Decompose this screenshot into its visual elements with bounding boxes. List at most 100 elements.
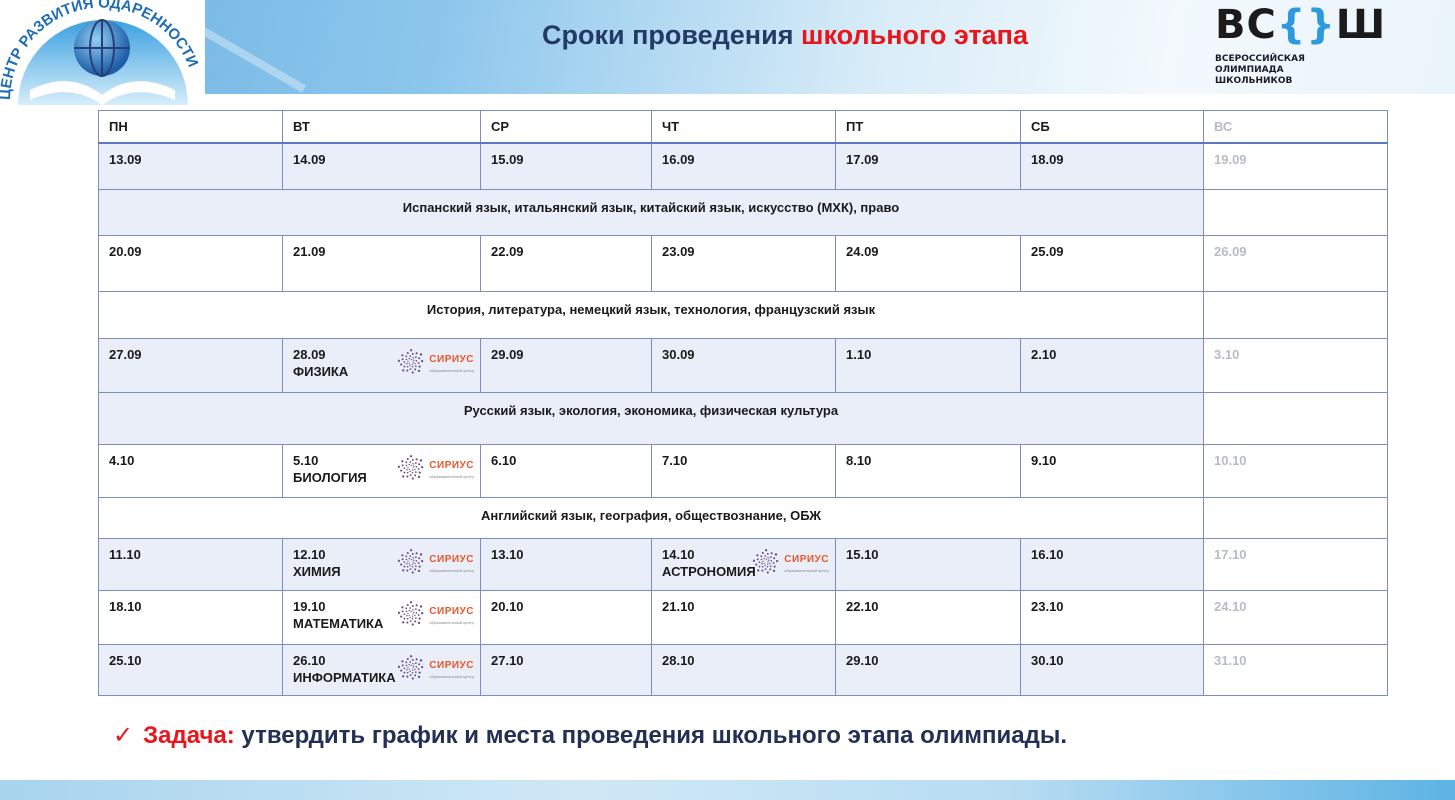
date: 24.09 [846, 243, 879, 259]
talent-center-logo: ЦЕНТР РАЗВИТИЯ ОДАРЕННОСТИ [0, 0, 205, 110]
date: 2.10 [1031, 346, 1057, 362]
date: 27.10 [491, 652, 524, 668]
date: 14.09 [293, 152, 326, 167]
sirius-sub: образовательный центр [429, 620, 474, 625]
date: 17.10 [1214, 546, 1247, 562]
date-cell: 22.09 [480, 234, 652, 292]
date-cell: 20.10 [480, 589, 652, 645]
sirius-label: СИРИУС [429, 354, 474, 365]
date-cell: 12.10 ХИМИЯ СИРИУС образовательный центр [282, 537, 481, 591]
date-cell: 26.10 ИНФОРМАТИКА СИРИУС образовательный це… [282, 643, 481, 696]
date: 28.10 [662, 652, 695, 668]
vsosh-logo-mark: ВС{}Ш [1215, 2, 1387, 48]
week-row: 27.09 28.09 ФИЗИКА СИРИУС образовательный це… [98, 337, 1388, 393]
sunday-cell: 17.10 [1203, 537, 1388, 591]
task-text: утвердить график и места проведения школ… [241, 722, 1067, 749]
day-header-row: ПН ВТ СР ЧТ ПТ СБ ВС [98, 110, 1388, 144]
sirius-logo: СИРИУС образовательный центр [398, 548, 474, 575]
date-cell: 15.09 [480, 142, 652, 190]
date-cell: 18.09 [1020, 142, 1204, 190]
date: 27.09 [109, 346, 142, 362]
sunday-cell: 31.10 [1203, 643, 1388, 696]
sirius-sub: образовательный центр [784, 568, 829, 573]
date-cell: 5.10 БИОЛОГИЯ СИРИУС образовательный центр [282, 443, 481, 498]
date-cell: 16.10 [1020, 537, 1204, 591]
date-cell: 23.09 [651, 234, 836, 292]
week-row: 18.10 19.10 МАТЕМАТИКА СИРИУС образовательны… [98, 589, 1388, 645]
sunday-cell [1203, 290, 1388, 339]
sunday-cell: 19.09 [1203, 142, 1388, 190]
date-cell: 11.10 [98, 537, 283, 591]
date: 12.10 [293, 546, 326, 562]
sirius-sub: образовательный центр [429, 674, 474, 679]
date-cell: 25.10 [98, 643, 283, 696]
date: 25.10 [109, 652, 142, 668]
date: 11.10 [109, 546, 141, 562]
sirius-label: СИРИУС [429, 660, 474, 671]
sirius-dots-icon [398, 654, 424, 680]
date-cell: 13.09 [98, 142, 283, 190]
day-header: ЧТ [651, 110, 836, 144]
date: 4.10 [109, 452, 135, 468]
sirius-dots-icon [398, 348, 424, 374]
date: 16.09 [662, 152, 695, 167]
subject-name: МАТЕМАТИКА [293, 615, 384, 631]
sunday-cell: 3.10 [1203, 337, 1388, 393]
sirius-label: СИРИУС [429, 606, 474, 617]
sunday-cell: 10.10 [1203, 443, 1388, 498]
day-header: СБ [1020, 110, 1204, 144]
date: 20.09 [109, 243, 142, 259]
sirius-sub: образовательный центр [429, 568, 474, 573]
subjects-row: Испанский язык, итальянский язык, китайс… [98, 188, 1388, 236]
schedule-table: ПН ВТ СР ЧТ ПТ СБ ВС 13.09 14.09 15.09 16.09 17.09 1… [98, 110, 1388, 696]
sirius-label: СИРИУС [429, 554, 474, 565]
subjects-row: Английский язык, география, обществознан… [98, 496, 1388, 539]
subjects-row: История, литература, немецкий язык, техн… [98, 290, 1388, 339]
sunday-cell: 24.10 [1203, 589, 1388, 645]
date: 7.10 [662, 452, 688, 468]
title-part1: Сроки проведения [541, 20, 794, 50]
header-banner [0, 0, 1455, 94]
sirius-dots-icon [753, 548, 779, 574]
day-header: ВС [1203, 110, 1388, 144]
sunday-cell [1203, 188, 1388, 236]
sirius-sub: образовательный центр [429, 368, 474, 373]
date-cell: 29.09 [480, 337, 652, 393]
subjects-cell: Русский язык, экология, экономика, физич… [98, 391, 1204, 445]
date-cell: 19.10 МАТЕМАТИКА СИРИУС образовательный цен… [282, 589, 481, 645]
task-statement: ✓ Задача: утвердить график и места провед… [113, 721, 1067, 750]
date-cell: 9.10 [1020, 443, 1204, 498]
date-cell: 14.09 [282, 142, 481, 190]
date-cell: 8.10 [835, 443, 1021, 498]
subject-name: ФИЗИКА [293, 363, 349, 379]
date-cell: 7.10 [651, 443, 836, 498]
date-cell: 28.09 ФИЗИКА СИРИУС образовательный центр [282, 337, 481, 393]
week-row: 4.10 5.10 БИОЛОГИЯ СИРИУС образовательный це… [98, 443, 1388, 498]
date: 9.10 [1031, 452, 1057, 468]
date-cell: 24.09 [835, 234, 1021, 292]
sirius-dots-icon [398, 600, 424, 626]
date: 31.10 [1214, 652, 1247, 668]
date: 8.10 [846, 452, 872, 468]
date: 18.09 [1031, 152, 1064, 167]
title-part2-highlight: школьного этапа [800, 20, 1029, 50]
sirius-logo: СИРИУС образовательный центр [398, 348, 474, 375]
date: 29.09 [491, 346, 524, 362]
subjects-row: Русский язык, экология, экономика, физич… [98, 391, 1388, 445]
date: 19.09 [1214, 152, 1247, 167]
date: 15.09 [491, 152, 524, 167]
date: 26.10 [293, 652, 326, 668]
subject-name: ХИМИЯ [293, 563, 341, 579]
date-cell: 13.10 [480, 537, 652, 591]
sunday-cell [1203, 496, 1388, 539]
task-label: Задача: [143, 722, 235, 749]
date: 1.10 [846, 346, 872, 362]
date-cell: 29.10 [835, 643, 1021, 696]
date: 6.10 [491, 452, 517, 468]
vsosh-line: ОЛИМПИАДА [1215, 65, 1284, 75]
subject-name: БИОЛОГИЯ [293, 469, 367, 485]
date: 21.09 [293, 243, 326, 259]
date-cell: 30.10 [1020, 643, 1204, 696]
date: 28.09 [293, 346, 326, 362]
date: 5.10 [293, 452, 319, 468]
